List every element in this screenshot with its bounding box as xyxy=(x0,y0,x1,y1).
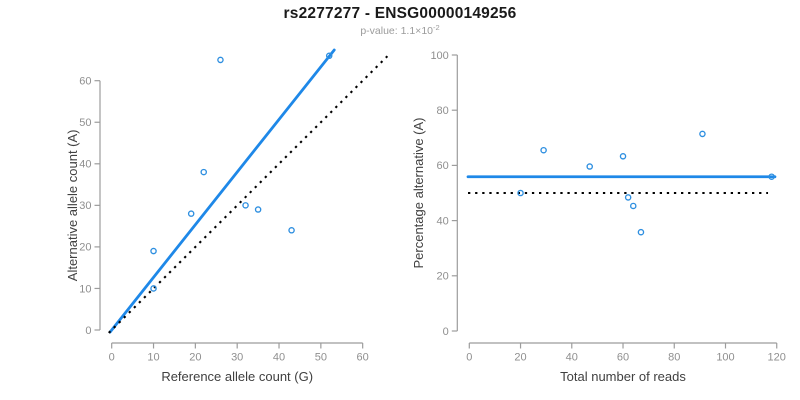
x-tick-label: 80 xyxy=(668,352,680,364)
x-tick-label: 20 xyxy=(189,352,201,364)
page-title: rs2277277 - ENSG00000149256 xyxy=(283,5,517,22)
x-tick-label: 60 xyxy=(617,352,629,364)
y-axis-title: Alternative allele count (A) xyxy=(65,129,80,281)
y-tick-label: 20 xyxy=(437,271,449,283)
x-tick-label: 0 xyxy=(109,352,115,364)
p-value-text: p-value: 1.1×10 xyxy=(360,25,433,37)
x-tick-label: 100 xyxy=(716,352,734,364)
x-tick-label: 60 xyxy=(357,352,369,364)
x-axis-title: Total number of reads xyxy=(560,369,686,384)
y-axis-title: Percentage alternative (A) xyxy=(411,117,426,268)
data-point xyxy=(150,247,157,255)
y-tick-label: 100 xyxy=(430,50,448,62)
data-point xyxy=(150,285,157,292)
data-point xyxy=(619,153,627,160)
data-point xyxy=(200,168,208,176)
y-tick-label: 60 xyxy=(79,76,91,88)
data-point xyxy=(768,173,775,180)
y-tick-label: 20 xyxy=(79,242,91,254)
y-tick-label: 60 xyxy=(437,160,449,172)
data-point xyxy=(629,202,637,210)
y-tick-label: 50 xyxy=(79,117,91,129)
panel-allele-counts: 0 10 20 30 40 50 60 0 10 20 30 40 50 60 Reference alle… xyxy=(65,48,389,384)
data-point xyxy=(637,228,645,236)
identity-line xyxy=(108,55,389,334)
fit-line xyxy=(108,48,336,334)
y-tick-label: 30 xyxy=(79,200,91,212)
x-tick-label: 40 xyxy=(273,352,285,364)
p-value-subtitle: p-value: 1.1×10-2 xyxy=(0,23,800,37)
x-tick-label: 10 xyxy=(147,352,159,364)
y-tick-label: 0 xyxy=(443,326,449,338)
data-point xyxy=(624,194,632,201)
data-point xyxy=(288,227,295,234)
y-tick-label: 0 xyxy=(85,325,91,337)
x-tick-label: 0 xyxy=(466,352,472,364)
panel-percentage-vs-reads: 0 20 40 60 80 100 0 20 40 60 80 100 120 Total number … xyxy=(411,50,786,384)
y-tick-label: 80 xyxy=(437,105,449,117)
data-point xyxy=(540,146,547,154)
data-point xyxy=(699,130,706,138)
x-tick-label: 50 xyxy=(315,352,327,364)
data-point xyxy=(586,163,593,170)
x-axis-title: Reference allele count (G) xyxy=(161,369,313,384)
data-point xyxy=(187,210,195,217)
x-tick-label: 120 xyxy=(768,352,786,364)
x-tick-label: 30 xyxy=(231,352,243,364)
y-tick-label: 40 xyxy=(79,159,91,171)
y-tick-label: 10 xyxy=(79,283,91,295)
data-point xyxy=(217,56,224,64)
data-point xyxy=(517,189,524,197)
x-tick-label: 20 xyxy=(514,352,526,364)
data-point xyxy=(325,52,333,60)
x-tick-label: 40 xyxy=(566,352,578,364)
y-tick-label: 40 xyxy=(437,215,449,227)
p-value-exponent: -2 xyxy=(433,23,440,32)
data-point xyxy=(254,206,262,213)
data-point xyxy=(242,202,249,209)
